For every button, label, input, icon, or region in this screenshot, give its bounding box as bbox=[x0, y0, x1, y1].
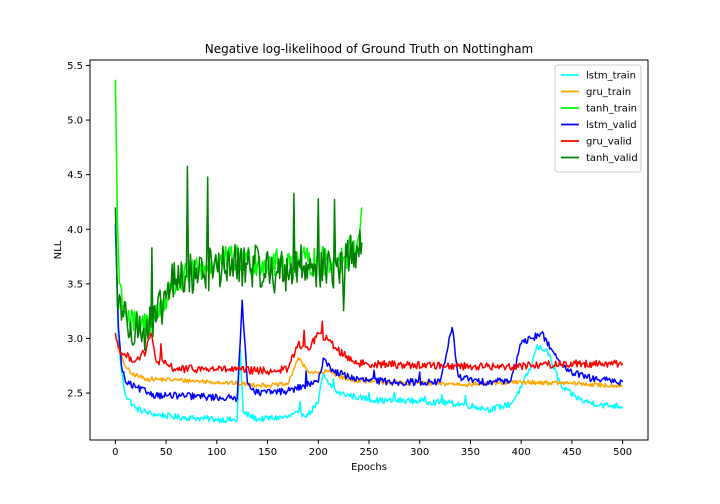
plot-lines bbox=[114, 79, 624, 424]
series-line-tanh_valid bbox=[114, 165, 363, 352]
series-line-lstm_valid bbox=[114, 223, 624, 403]
legend-label-lstm_valid: lstm_valid bbox=[586, 120, 637, 131]
y-axis-ticks: 2.5 3.0 3.5 4.0 4.5 5.0 5.5 bbox=[67, 61, 90, 400]
x-tick-label: 450 bbox=[562, 447, 581, 458]
x-tick-label: 50 bbox=[160, 447, 173, 458]
y-tick-label: 4.0 bbox=[67, 225, 83, 236]
x-tick-label: 300 bbox=[410, 447, 429, 458]
legend-label-tanh_valid: tanh_valid bbox=[586, 153, 638, 164]
y-tick-label: 5.0 bbox=[67, 116, 83, 127]
legend-label-lstm_train: lstm_train bbox=[586, 71, 636, 82]
x-axis-label: Epochs bbox=[351, 462, 387, 473]
series-line-gru_train bbox=[114, 332, 623, 389]
x-tick-label: 150 bbox=[258, 447, 277, 458]
y-tick-label: 5.5 bbox=[67, 61, 83, 72]
x-tick-label: 500 bbox=[613, 447, 632, 458]
x-tick-label: 100 bbox=[207, 447, 226, 458]
series-line-gru_valid bbox=[114, 320, 624, 376]
x-tick-label: 0 bbox=[112, 447, 118, 458]
x-tick-label: 350 bbox=[461, 447, 480, 458]
x-axis-ticks: 0 50 100 150 200 250 300 350 400 450 500 bbox=[112, 440, 632, 458]
series-line-lstm_train bbox=[114, 229, 624, 424]
y-axis-label: NLL bbox=[53, 240, 64, 259]
x-tick-label: 200 bbox=[309, 447, 328, 458]
y-tick-label: 2.5 bbox=[67, 389, 83, 400]
legend: lstm_train gru_train tanh_train lstm_validg… bbox=[554, 64, 642, 173]
legend-label-tanh_train: tanh_train bbox=[586, 104, 637, 115]
y-tick-label: 4.5 bbox=[67, 170, 83, 181]
y-tick-label: 3.5 bbox=[67, 279, 83, 290]
x-tick-label: 400 bbox=[512, 447, 531, 458]
chart-title: Negative log-likelihood of Ground Truth … bbox=[205, 42, 534, 56]
x-tick-label: 250 bbox=[359, 447, 378, 458]
legend-label-gru_valid: gru_valid bbox=[586, 137, 632, 148]
legend-label-gru_train: gru_train bbox=[586, 87, 631, 98]
y-tick-label: 3.0 bbox=[67, 334, 83, 345]
